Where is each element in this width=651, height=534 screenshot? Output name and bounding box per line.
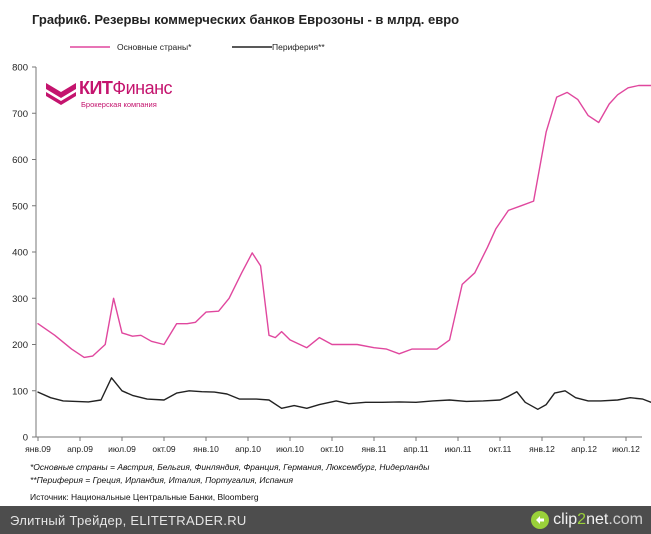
x-tick-label: апр.09 [67,444,93,454]
x-tick-label: июл.11 [444,444,471,454]
footer-bar: Элитный Трейдер, ELITETRADER.RU clip2net… [0,506,651,534]
logo-name-light: Финанс [112,78,173,98]
footnote-core-countries: *Основные страны = Австрия, Бельгия, Фин… [30,462,430,472]
clip2net-arrow-icon [531,511,550,529]
legend: Основные страны* Периферия** [70,42,325,52]
y-tick-label: 0 [23,433,28,444]
chart-plot: 0 100 200 300 400 500 600 700 800 янв.09 апр.09 июл… [12,42,651,454]
y-tick-label: 100 [12,386,28,397]
series-layer [37,84,651,410]
x-tick-label: июл.12 [612,444,640,454]
series-line-periphery [37,377,651,410]
axes-layer: 0 100 200 300 400 500 600 700 800 янв.09 апр.09 июл… [12,63,642,454]
x-tick-label: июл.09 [108,444,136,454]
logo-name: КИТФинанс [79,78,173,99]
x-tick-label: апр.11 [403,444,429,454]
legend-label: Периферия** [272,42,325,52]
clip2net-part-clip: clip [553,511,578,528]
clip2net-part-com: .com [608,511,643,528]
y-tick-label: 800 [12,63,28,74]
x-tick-label: апр.10 [235,444,261,454]
x-tick-label: окт.11 [489,444,512,454]
clip2net-logo[interactable]: clip2net.com [530,509,643,531]
x-tick-label: янв.09 [25,444,51,454]
series-line-core-countries [37,84,651,359]
kitfinance-emblem-icon [46,83,76,105]
clip2net-part-net: net [586,511,609,528]
footnote-periphery: **Периферия = Греция, Ирландия, Италия, … [30,475,294,485]
y-tick-label: 300 [12,294,28,305]
x-tick-label: окт.09 [152,444,176,454]
clip2net-part-2: 2 [577,511,587,528]
clip2net-logo-text: clip2net.com [553,511,643,529]
logo-subtitle: Брокерская компания [81,100,157,109]
x-tick-label: янв.11 [362,444,387,454]
x-tick-label: апр.12 [571,444,597,454]
y-tick-label: 400 [12,248,28,259]
x-tick-label: июл.10 [276,444,304,454]
chart-title: График6. Резервы коммерческих банков Евр… [32,12,460,27]
footer-site-name[interactable]: Элитный Трейдер, ELITETRADER.RU [10,513,247,528]
x-tick-label: окт.10 [320,444,344,454]
y-tick-label: 700 [12,109,28,120]
y-tick-label: 600 [12,155,28,166]
source-note: Источник: Национальные Центральные Банки… [30,492,259,502]
x-tick-label: янв.10 [193,444,219,454]
y-tick-label: 200 [12,340,28,351]
y-tick-label: 500 [12,201,28,212]
x-tick-label: янв.12 [529,444,555,454]
logo-name-bold: КИТ [79,78,113,98]
legend-label: Основные страны* [117,42,192,52]
